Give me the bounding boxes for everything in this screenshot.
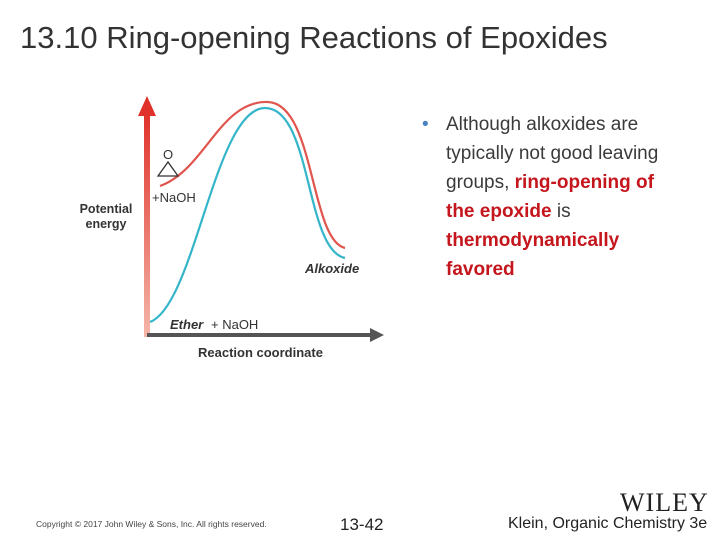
ether-curve — [149, 106, 346, 324]
emphasis-text: thermodynamically — [446, 230, 620, 251]
text: is — [551, 201, 571, 222]
bullet-line: Although alkoxides are — [422, 110, 658, 139]
bullet-point: Although alkoxides are typically not good… — [422, 110, 658, 284]
text: typically not good leaving — [446, 143, 659, 164]
bullet-line: the epoxide is — [422, 197, 658, 226]
y-axis-label: energy — [86, 217, 127, 231]
epoxide-curve — [159, 100, 346, 250]
epoxide-ring — [156, 160, 180, 177]
bullet-line: favored — [422, 255, 658, 284]
bullet-line: thermodynamically — [422, 226, 658, 255]
energy-diagram: O +NaOH Potential energy Alkoxide Ether … — [80, 96, 384, 360]
x-axis — [147, 333, 372, 337]
y-axis — [144, 112, 150, 337]
y-axis-label: Potential — [80, 202, 133, 216]
x-axis-arrow — [370, 328, 384, 342]
emphasis-text: the epoxide — [446, 201, 552, 222]
slide-title: 13.10 Ring-opening Reactions of Epoxides — [20, 20, 608, 55]
product-label: Alkoxide — [304, 261, 359, 276]
reactant-label: +NaOH — [152, 190, 196, 205]
ether-label: Ether — [170, 317, 204, 332]
emphasis-text: favored — [446, 259, 515, 280]
slide-number: 13-42 — [340, 515, 384, 534]
bullet-line: groups, ring-opening of — [422, 168, 658, 197]
publisher-logo: WILEY — [620, 488, 709, 517]
epoxide-atom: O — [163, 147, 173, 162]
copyright: Copyright © 2017 John Wiley & Sons, Inc.… — [36, 519, 267, 529]
text: groups, — [446, 172, 515, 193]
text: Although alkoxides are — [446, 114, 639, 135]
citation: Klein, Organic Chemistry 3e — [508, 515, 708, 532]
ether-label: + NaOH — [211, 317, 258, 332]
y-axis-arrow — [138, 96, 156, 116]
x-axis-label: Reaction coordinate — [198, 345, 323, 360]
emphasis-text: ring-opening of — [514, 172, 654, 193]
bullet-line: typically not good leaving — [422, 139, 658, 168]
